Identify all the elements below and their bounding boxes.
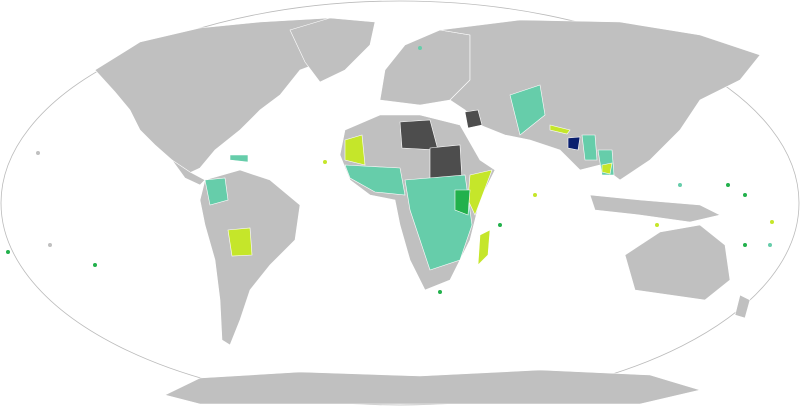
island-marker — [743, 243, 747, 247]
nepal — [549, 124, 571, 135]
cambodia — [601, 162, 613, 175]
kenya — [454, 189, 471, 216]
island-marker — [726, 183, 730, 187]
maritime-southeast-asia — [589, 194, 721, 223]
island-marker — [418, 46, 422, 50]
island-marker — [743, 193, 747, 197]
asia — [439, 19, 761, 181]
myanmar — [581, 134, 598, 161]
north-america — [94, 17, 361, 176]
island-marker — [36, 151, 40, 155]
island-marker — [770, 220, 774, 224]
colombia — [204, 177, 229, 206]
island-marker — [533, 193, 537, 197]
iraq — [464, 109, 483, 129]
island-marker — [498, 223, 502, 227]
island-marker — [678, 183, 682, 187]
island-marker — [48, 243, 52, 247]
island-marker — [6, 250, 10, 254]
small-islands — [6, 46, 774, 294]
mauritania — [344, 134, 366, 166]
island-marker — [93, 263, 97, 267]
island-marker — [655, 223, 659, 227]
island-marker — [768, 243, 772, 247]
central-america — [171, 159, 206, 186]
south-america — [199, 169, 301, 346]
island-marker — [438, 290, 442, 294]
new-zealand — [734, 294, 751, 319]
pakistan-region — [509, 84, 546, 136]
bangladesh — [567, 136, 581, 151]
sudan — [429, 144, 463, 181]
island-marker — [323, 160, 327, 164]
highlighted-countries — [204, 84, 615, 271]
madagascar — [477, 229, 491, 266]
west-africa — [344, 164, 406, 196]
antarctica — [164, 369, 702, 405]
australia — [624, 224, 731, 301]
greenland — [289, 17, 376, 83]
bolivia — [227, 227, 253, 257]
caribbean — [229, 154, 249, 163]
